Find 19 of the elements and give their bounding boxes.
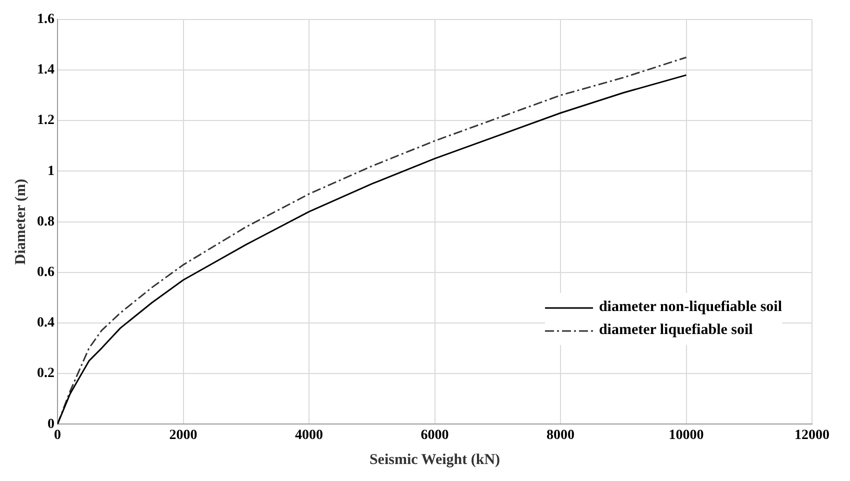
x-axis-title: Seismic Weight (kN) (369, 452, 500, 468)
y-tick-label: 0.4 (37, 316, 54, 331)
x-tick-label: 10000 (668, 428, 704, 444)
x-tick-label: 8000 (546, 428, 574, 444)
y-tick-label: 1.2 (37, 113, 54, 128)
legend-label: diameter non-liquefiable soil (598, 299, 782, 316)
x-tick-label: 12000 (794, 428, 830, 444)
x-tick-label: 4000 (295, 428, 323, 444)
x-tick-label: 2000 (169, 428, 198, 444)
y-tick-label: 0.2 (37, 366, 54, 382)
y-tick-label: 1.4 (37, 62, 54, 78)
y-tick-label: 1.6 (37, 12, 54, 28)
y-tick-label: 0 (48, 416, 54, 432)
y-axis-title: Diameter (m) (12, 178, 29, 265)
y-tick-label: 1 (48, 164, 54, 179)
y-tick-label: 0.8 (37, 214, 54, 230)
y-tick-label: 0.6 (37, 265, 54, 280)
legend-label: diameter liquefiable soil (598, 322, 753, 339)
x-tick-label: 6000 (420, 428, 449, 444)
